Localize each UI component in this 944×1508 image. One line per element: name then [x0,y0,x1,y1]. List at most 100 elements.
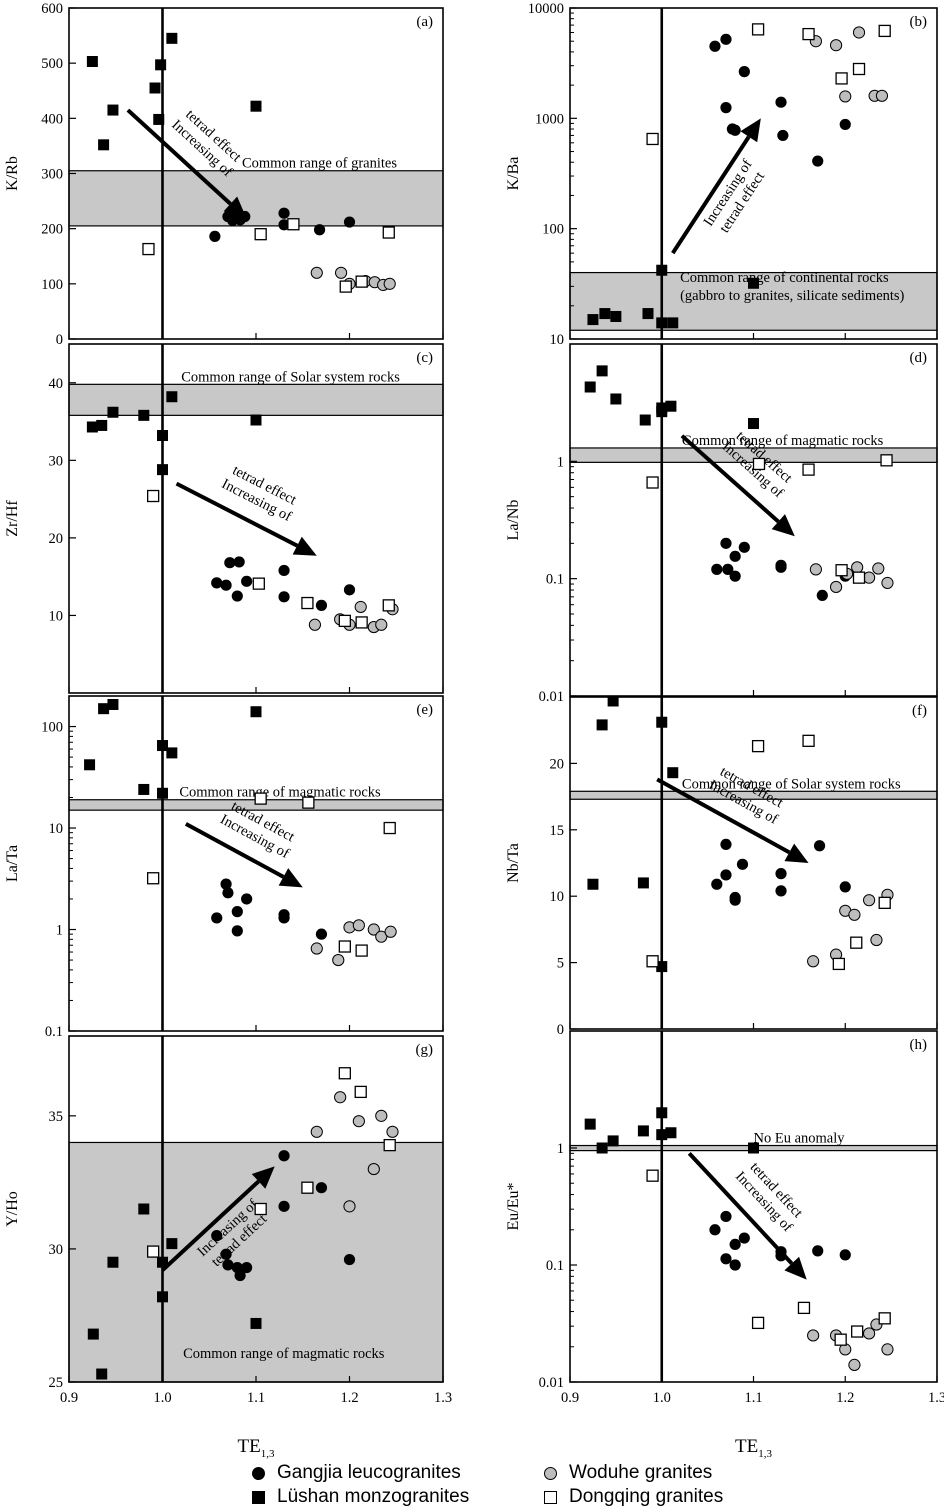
data-point-woduhe [310,1125,323,1138]
data-point-lushan [596,1142,608,1154]
data-point-dongqing [301,1181,314,1194]
data-point-gangjia [729,894,741,906]
data-point-lushan [599,308,611,320]
data-point-dongqing [254,792,267,805]
data-point-lushan [584,381,596,393]
data-point-woduhe [829,580,843,594]
data-point-dongqing [646,955,659,968]
data-point-dongqing [252,577,265,590]
y-tick-label-f: 15 [550,823,565,839]
data-point-lushan [656,402,668,414]
y-tick-label-g: 30 [49,1242,64,1258]
data-point-lushan [107,1256,119,1268]
data-point-dongqing [835,72,848,85]
data-point-lushan [596,365,608,377]
panel-label-b: (b) [910,14,928,30]
panel-label-a: (a) [416,14,433,30]
y-tick-label-a: 100 [41,277,63,293]
data-point-gangjia [278,219,290,231]
data-point-woduhe [354,600,367,614]
data-point-dongqing [354,1085,367,1099]
range-band-c [68,383,444,416]
data-point-dongqing [646,132,659,146]
data-point-lushan [587,314,599,326]
data-point-gangjia [729,570,741,582]
data-point-woduhe [386,1125,399,1138]
data-point-gangjia [839,118,851,131]
data-point-lushan [107,104,119,116]
x-axis-title-h: TE1,3 [735,1436,772,1460]
data-point-dongqing [878,24,891,38]
y-tick-label-e: 10 [49,821,64,837]
data-point-woduhe [332,953,345,967]
band-label-e: Common range of magmatic rocks [179,785,381,801]
data-point-lushan [656,1129,668,1141]
data-point-gangjia [315,928,328,940]
legend-label: Lüshan monzogranites [277,1486,470,1507]
trend-arrowhead-f [784,843,809,863]
data-point-lushan [748,1142,759,1154]
band-label-d: Common range of magmatic rocks [682,433,884,449]
data-point-woduhe [807,955,820,968]
data-point-woduhe [851,561,864,574]
data-point-gangjia [234,1269,246,1282]
data-point-woduhe [308,618,322,631]
data-point-gangjia [777,129,789,142]
data-point-gangjia [775,96,787,108]
data-point-lushan [157,787,168,799]
x-tick-label-g: 1.2 [340,1390,358,1406]
y-tick-label-f: 0 [557,1022,564,1038]
data-point-dongqing [880,454,893,467]
panel-label-h: (h) [910,1037,928,1053]
data-point-gangjia [224,557,236,569]
data-point-gangjia [729,1259,741,1271]
data-point-lushan [98,703,110,715]
data-point-woduhe [848,1358,861,1372]
data-point-woduhe [839,90,852,103]
data-point-lushan [610,393,622,405]
data-point-woduhe [343,1200,356,1213]
data-point-dongqing [146,872,160,885]
data-point-gangjia [738,66,750,78]
data-point-lushan [656,264,668,276]
data-point-gangjia [222,887,234,899]
data-point-dongqing [254,1202,267,1216]
data-point-gangjia [729,550,741,562]
data-point-gangjia [220,579,232,591]
band-label-b: Common range of continental rocks [680,270,889,286]
legend-label: Dongqing granites [569,1486,724,1507]
y-tick-label-a: 200 [41,222,63,238]
data-point-dongqing [383,821,396,835]
y-axis-title-e: La/Ta [4,845,21,882]
legend-item-dongqing: Dongqing granites [544,1486,723,1508]
y-tick-label-d: 1 [557,454,564,470]
data-point-woduhe [310,942,323,955]
gray-circle-marker-icon [544,1466,557,1480]
data-point-dongqing [832,957,845,971]
data-point-dongqing [355,275,368,288]
panel-label-g: (g) [416,1042,434,1058]
data-point-dongqing [355,616,368,629]
range-band-a [68,170,444,227]
data-point-gangjia [211,912,223,924]
data-point-woduhe [375,618,388,631]
x-tick-label-h: 1.1 [744,1390,762,1406]
x-tick-label-g: 1.1 [247,1390,265,1406]
data-point-gangjia [775,1250,787,1262]
data-point-lushan [748,418,759,430]
data-point-dongqing [382,599,395,612]
data-point-woduhe [852,26,866,39]
data-point-gangjia [736,858,749,870]
data-point-dongqing [338,940,351,953]
data-point-lushan [665,400,677,412]
y-axis-title-f: Nb/Ta [505,843,522,883]
data-point-lushan [250,706,262,718]
data-point-lushan [87,1328,99,1340]
data-point-woduhe [870,933,883,947]
data-point-gangjia [278,1200,290,1212]
y-tick-label-g: 35 [49,1109,64,1125]
data-point-gangjia [278,564,290,577]
data-point-dongqing [146,1245,160,1258]
data-point-lushan [656,1107,668,1119]
data-point-gangjia [709,40,721,52]
